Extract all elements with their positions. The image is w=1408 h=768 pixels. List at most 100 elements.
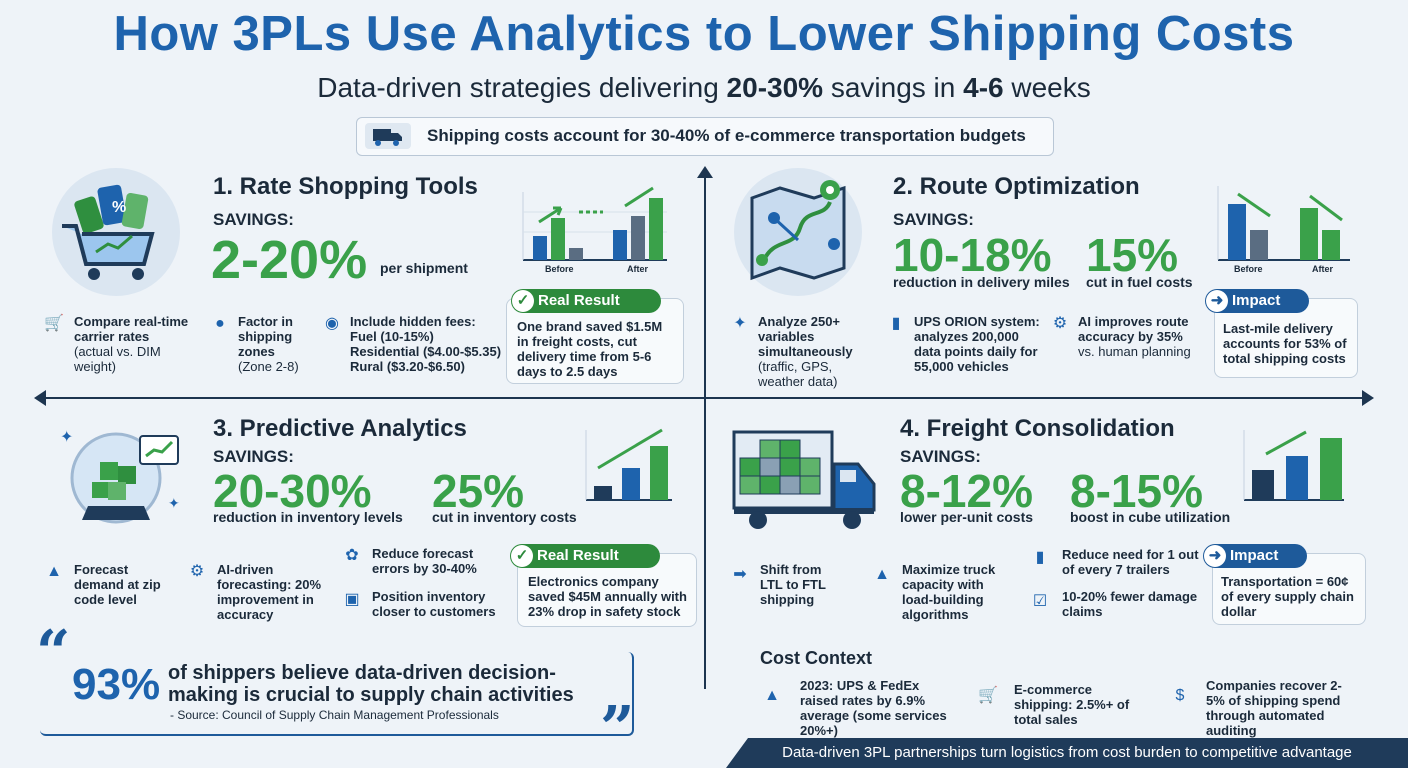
section2-impact-badge: ➜ Impact <box>1205 289 1309 313</box>
context-banner: Shipping costs account for 30-40% of e-c… <box>356 117 1054 156</box>
growth-chart-icon: ▲ <box>46 563 62 580</box>
cost-context-item-2: E-commerce shipping: 2.5%+ of total sale… <box>1014 682 1130 727</box>
section4-savings-caption-1: lower per-unit costs <box>900 509 1034 525</box>
coins-icon: ◉ <box>325 315 339 332</box>
page-title: How 3PLs Use Analytics to Lower Shipping… <box>113 7 1295 61</box>
section4-bullet-1: Shift from LTL to FTL shipping <box>760 562 826 607</box>
section4-growth-chart <box>1242 426 1346 504</box>
section2-bullet-3: AI improves route accuracy by 35% vs. hum… <box>1078 314 1191 359</box>
arrow-right-icon <box>1362 390 1374 406</box>
section4-impact-text: Transportation = 60¢ of every supply cha… <box>1221 574 1354 619</box>
section2-impact-card: ➜ Impact Last-mile delivery accounts for … <box>1205 289 1358 378</box>
section3-savings-caption-2: cut in inventory costs <box>432 509 577 525</box>
banner-text: Shipping costs account for 30-40% of e-c… <box>427 126 1026 145</box>
route-map-icon <box>734 168 862 296</box>
section2-impact-text: Last-mile delivery accounts for 53% of t… <box>1223 321 1347 366</box>
section1-result-badge: ✓ Real Result <box>511 289 661 313</box>
cost-context-item-3: Companies recover 2-5% of shipping spend… <box>1206 678 1342 738</box>
section2-savings-caption-1: reduction in delivery miles <box>893 274 1070 290</box>
crystal-ball-icon: ✦ ✦ <box>56 416 184 544</box>
section4-bullet-3: Reduce need for 1 out of every 7 trailer… <box>1062 547 1199 577</box>
ai-gear-icon: ⚙ <box>189 563 205 580</box>
quote-stat: 93% <box>72 660 161 709</box>
section3-bullet-1: Forecast demand at zip code level <box>74 562 161 607</box>
section2-chart-after-label: After <box>1312 264 1334 274</box>
arrow-up-icon <box>697 166 713 178</box>
checkmark-icon: ✓ <box>512 290 534 312</box>
section1-chart-before-label: Before <box>545 264 574 274</box>
section3-bullet-3: Reduce forecast errors by 30-40% <box>372 546 477 576</box>
section3-bullet-4: Position inventory closer to customers <box>372 589 496 619</box>
svg-text:✦: ✦ <box>168 495 180 511</box>
section3-result-card: ✓ Real Result Electronics company saved $… <box>510 544 697 627</box>
gear-icon: ⚙ <box>1052 315 1068 332</box>
cost-context-title: Cost Context <box>760 648 872 668</box>
section2-chart-before-label: Before <box>1234 264 1263 274</box>
section1-savings-unit: per shipment <box>380 260 468 276</box>
network-analysis-icon: ✦ <box>733 315 747 332</box>
quote-text: of shippers believe data-driven decision… <box>168 662 574 706</box>
trailer-truck-icon: ▮ <box>1035 549 1045 566</box>
arrow-left-icon <box>34 390 46 406</box>
checkmark-icon: ✓ <box>511 545 533 567</box>
cost-context-item-1: 2023: UPS & FedEx raised rates by 6.9% a… <box>800 678 947 738</box>
section3-bullet-2: AI-driven forecasting: 20% improvement i… <box>217 562 322 622</box>
svg-text:✦: ✦ <box>60 429 73 446</box>
section1-bullet-3: Include hidden fees: Fuel (10-15%) Residen… <box>350 314 502 374</box>
delivery-truck-icon <box>365 123 411 149</box>
section3-savings-value-2: 25% <box>432 465 525 517</box>
package-box-icon: ▣ <box>344 591 360 608</box>
stacked-boxes-icon: ▲ <box>874 566 890 583</box>
money-hand-icon: $ <box>1175 687 1185 704</box>
cart-icon: 🛒 <box>44 315 64 332</box>
section2-before-after-chart: Before After <box>1214 182 1354 278</box>
section1-bullet-2: Factor in shipping zones (Zone 2-8) <box>238 314 299 374</box>
section4-savings-label: SAVINGS: <box>900 447 981 466</box>
section4-title: 4. Freight Consolidation <box>900 415 1175 442</box>
location-pin-icon: ● <box>215 315 225 332</box>
section2-savings-caption-2: cut in fuel costs <box>1086 274 1193 290</box>
section1-result-card: ✓ Real Result One brand saved $1.5M in fr… <box>506 289 684 384</box>
freight-truck-icon <box>730 424 880 534</box>
page-subtitle: Data-driven strategies delivering 20-30%… <box>317 72 1091 103</box>
arrow-right-circle-icon: ➜ <box>1204 545 1226 567</box>
shopping-cart-icon: % <box>52 168 180 296</box>
section3-growth-chart <box>584 426 674 504</box>
section1-title: 1. Rate Shopping Tools <box>213 173 478 200</box>
footer-banner: Data-driven 3PL partnerships turn logist… <box>726 738 1408 768</box>
svg-text:%: % <box>112 199 126 216</box>
section3-result-badge: ✓ Real Result <box>510 544 660 568</box>
section4-savings-caption-2: boost in cube utilization <box>1070 509 1231 525</box>
open-quote-icon: “ <box>36 618 71 688</box>
rising-chart-icon: ▲ <box>764 687 780 704</box>
section3-result-text: Electronics company saved $45M annually … <box>528 574 687 619</box>
shield-check-icon: ☑ <box>1032 593 1048 610</box>
section1-chart-after-label: After <box>627 264 649 274</box>
ecommerce-cart-icon: 🛒 <box>978 687 998 704</box>
section1-bullet-1: Compare real-time carrier rates (actual v… <box>74 314 189 374</box>
section2-title: 2. Route Optimization <box>893 173 1140 200</box>
section1-savings-label: SAVINGS: <box>213 210 294 229</box>
section4-savings-value-1: 8-12% <box>900 465 1033 517</box>
bar-chart-icon: ▮ <box>891 315 901 332</box>
section4-impact-badge: ➜ Impact <box>1203 544 1307 568</box>
section3-savings-value-1: 20-30% <box>213 465 372 517</box>
section3-savings-label: SAVINGS: <box>213 447 294 466</box>
section1-before-after-chart: Before After <box>517 182 671 278</box>
shift-arrow-icon: ➡ <box>733 566 747 583</box>
section4-impact-card: ➜ Impact Transportation = 60¢ of every su… <box>1203 544 1366 625</box>
section2-bullet-1: Analyze 250+ variables simultaneously (tr… <box>758 314 853 389</box>
section2-savings-label: SAVINGS: <box>893 210 974 229</box>
vertical-axis-line <box>704 175 706 689</box>
arrow-right-circle-icon: ➜ <box>1206 290 1228 312</box>
hand-plant-icon: ✿ <box>345 547 359 564</box>
section3-title: 3. Predictive Analytics <box>213 415 467 442</box>
close-quote-icon: ” <box>600 694 635 764</box>
section4-savings-value-2: 8-15% <box>1070 465 1203 517</box>
section2-bullet-2: UPS ORION system: analyzes 200,000 data … <box>914 314 1040 374</box>
section2-savings-value-1: 10-18% <box>893 229 1052 281</box>
section2-savings-value-2: 15% <box>1086 229 1179 281</box>
section1-result-text: One brand saved $1.5M in freight costs, … <box>517 319 663 379</box>
quote-source: - Source: Council of Supply Chain Manage… <box>170 708 499 722</box>
quote-box <box>40 652 634 736</box>
